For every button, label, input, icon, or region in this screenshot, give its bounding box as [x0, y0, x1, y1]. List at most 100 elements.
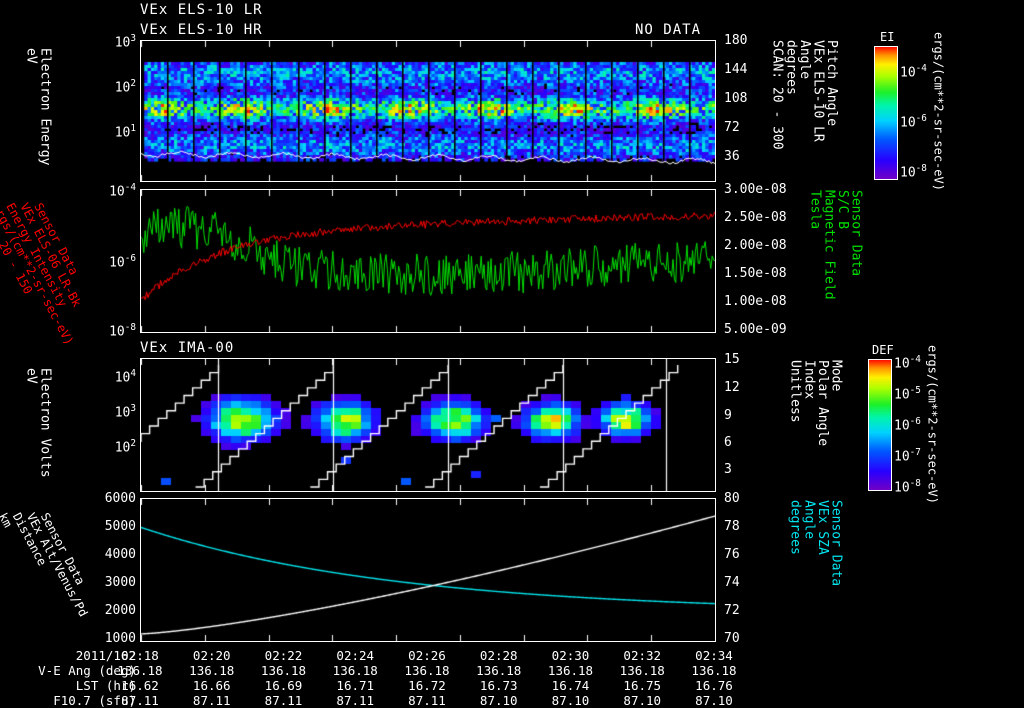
bottom-table-cell: 02:26: [408, 648, 446, 663]
bottom-table-cell: 136.18: [619, 663, 665, 678]
panel3-rytick-15: 15: [724, 352, 740, 367]
bottom-table-cell: 87.10: [623, 693, 662, 708]
panel3-cbtick-3: 10-6: [894, 416, 921, 434]
panel2-rytick-3: 1.50e-08: [724, 266, 787, 281]
panel3-ytick-2: 102: [114, 438, 136, 456]
bottom-table-cell: 87.11: [121, 693, 159, 708]
bottom-table-cell: 87.11: [192, 693, 231, 708]
panel4-rytick-78: 78: [724, 519, 740, 534]
panel2-left-axis-label: Sensor Data VEx ELS-06 LR-Bk Energy Inte…: [0, 200, 84, 348]
panel1-rytick-108: 108: [724, 91, 748, 106]
bottom-table-cell: 136.18: [117, 663, 163, 678]
panel3-spectrogram[interactable]: [140, 358, 716, 492]
bottom-table-cell: 136.18: [189, 663, 235, 678]
panel1-colorbar-title: EI: [880, 30, 895, 44]
panel3-ytick-4: 104: [114, 368, 136, 386]
panel4-ytick-4000: 4000: [104, 547, 136, 562]
panel4-rytick-76: 76: [724, 547, 740, 562]
bottom-table-cell: 02:28: [479, 648, 518, 663]
bottom-table-cell: 136.18: [260, 663, 307, 678]
bottom-table-cell: 87.11: [264, 693, 303, 708]
bottom-table-cell: 136.18: [404, 663, 450, 678]
panel3-cbtick-5: 10-8: [894, 478, 921, 496]
panel4-ytick-2000: 2000: [104, 603, 136, 618]
panel3-colorbar: [868, 359, 892, 491]
bottom-table-cell: 136.18: [547, 663, 594, 678]
panel1-rytick-144: 144: [724, 62, 748, 77]
panel3-ytick-3: 103: [114, 403, 136, 421]
panel1-title-hr: VEx ELS-10 HR: [140, 22, 263, 38]
panel3-rytick-12: 12: [724, 380, 740, 395]
bottom-table-cell: 16.66: [192, 678, 231, 693]
panel1-spectrogram[interactable]: [140, 40, 716, 182]
panel1-no-data: NO DATA: [635, 22, 702, 38]
bottom-table-cell: 87.10: [551, 693, 590, 708]
panel3-title: VEx IMA-00: [140, 340, 235, 356]
bottom-table-cell: 16.74: [551, 678, 590, 693]
bottom-table-cell: 16.62: [121, 678, 159, 693]
panel1-rytick-36: 36: [724, 149, 740, 164]
bottom-table-row-label-3: F10.7 (sfu): [53, 693, 136, 708]
panel1-cbtick-1: 10-4: [900, 63, 927, 81]
panel3-right-axis-label: Mode Polar Angle Index Unitless: [787, 360, 844, 447]
bottom-table-cell: 16.71: [336, 678, 375, 693]
bottom-table-cell: 16.73: [479, 678, 518, 693]
panel4-ytick-1000: 1000: [104, 631, 136, 646]
bottom-table-cell: 02:34: [695, 648, 733, 663]
bottom-table-cell: 16.75: [623, 678, 662, 693]
panel3-cbtick-1: 10-4: [894, 354, 921, 372]
panel1-ytick-2: 102: [114, 78, 136, 96]
panel1-ytick-3: 103: [114, 33, 136, 51]
panel3-cbtick-2: 10-5: [894, 385, 921, 403]
panel1-colorbar-units: ergs/(cm**2-sr-sec-eV): [931, 32, 946, 191]
panel2-ytick-top: 10-4: [109, 182, 136, 200]
panel2-timeseries[interactable]: [140, 189, 716, 333]
panel1-ytick-1: 101: [114, 123, 136, 141]
bottom-table-cell: 87.11: [408, 693, 446, 708]
panel4-rytick-80: 80: [724, 491, 740, 506]
panel1-rytick-180: 180: [724, 33, 748, 48]
panel1-cbtick-2: 10-6: [900, 113, 927, 131]
bottom-table-row-label-2: LST (hr): [75, 678, 136, 693]
panel1-colorbar: [874, 46, 898, 180]
panel4-ytick-5000: 5000: [104, 519, 136, 534]
bottom-table-cell: 02:32: [623, 648, 662, 663]
bottom-table-cell: 87.10: [479, 693, 518, 708]
panel3-left-axis-label: Electron Volts eV: [23, 368, 53, 478]
panel3-cbtick-4: 10-7: [894, 447, 921, 465]
panel2-rytick-2: 2.00e-08: [724, 238, 787, 253]
panel1-title-lr: VEx ELS-10 LR: [140, 2, 263, 18]
bottom-table-cell: 02:20: [192, 648, 231, 663]
bottom-table-cell: 136.18: [691, 663, 737, 678]
panel4-right-axis-label: Sensor Data VEx SZA Angle degrees: [787, 500, 844, 587]
panel4-left-axis-label: Sensor Data VEx Alt/Venus/Pd Distance km: [0, 510, 91, 620]
panel4-rytick-74: 74: [724, 575, 740, 590]
panel1-cbtick-3: 10-8: [900, 163, 927, 181]
bottom-table-cell: 87.10: [695, 693, 733, 708]
panel4-rytick-72: 72: [724, 603, 740, 618]
panel2-rytick-1: 2.50e-08: [724, 210, 787, 225]
panel3-rytick-9: 9: [724, 408, 732, 423]
bottom-table-cell: 02:18: [121, 648, 159, 663]
bottom-table-row-label-1: V-E Ang (deg): [38, 663, 136, 678]
panel4-ytick-6000: 6000: [104, 491, 136, 506]
panel3-colorbar-title: DEF: [872, 343, 894, 357]
bottom-table-cell: 136.18: [476, 663, 522, 678]
panel2-ytick-bot: 10-8: [109, 322, 136, 340]
bottom-table-cell: 16.72: [408, 678, 446, 693]
panel1-left-axis-label: Electron Energy eV: [23, 48, 53, 166]
bottom-table-cell: 16.69: [264, 678, 303, 693]
panel3-colorbar-units: ergs/(cm**2-sr-sec-eV): [925, 345, 940, 504]
bottom-table-cell: 02:24: [336, 648, 375, 663]
bottom-table-cell: 136.18: [332, 663, 378, 678]
bottom-table-cell: 02:30: [551, 648, 590, 663]
bottom-table-row-label-0: 2011/162: [75, 648, 136, 663]
bottom-table-cell: 87.11: [336, 693, 375, 708]
panel2-rytick-5: 5.00e-09: [724, 322, 787, 337]
panel4-geometry-plot[interactable]: [140, 498, 716, 642]
bottom-table-cell: 02:22: [264, 648, 303, 663]
panel2-ytick-mid: 10-6: [109, 253, 136, 271]
bottom-table-cell: 16.76: [695, 678, 733, 693]
panel3-rytick-6: 6: [724, 435, 732, 450]
panel3-rytick-3: 3: [724, 462, 732, 477]
